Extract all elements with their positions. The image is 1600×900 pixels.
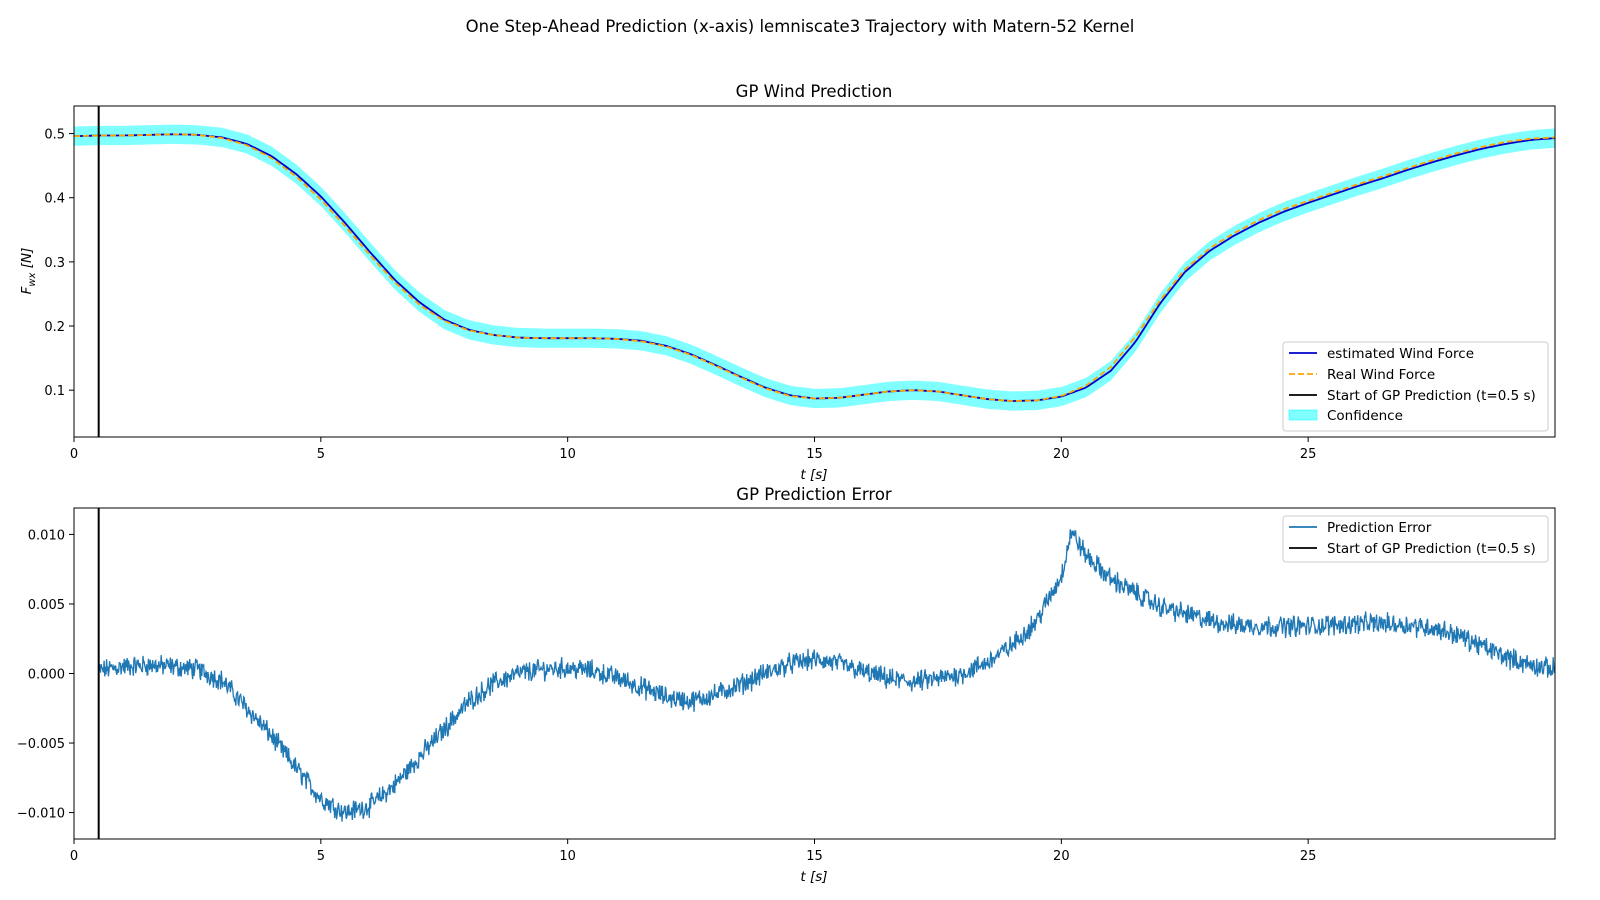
prediction-error-xtick-label: 20	[1053, 849, 1070, 864]
wind-prediction-xtick-label: 15	[806, 447, 823, 462]
wind-prediction-xtick-label: 10	[559, 447, 576, 462]
prediction-error-xtick-label: 0	[70, 849, 78, 864]
wind-prediction-xlabel: t [s]	[800, 467, 827, 483]
wind-prediction-xtick-label: 0	[70, 447, 78, 462]
legend-box	[1282, 515, 1549, 563]
prediction-error-line	[98, 529, 1555, 822]
wind-prediction-ytick-label: 0.4	[44, 192, 65, 207]
prediction-error-ticks: 0 5 10 15 20 25 −0.010 −0.005 0.000 0.005 0.010	[17, 528, 1317, 864]
wind-prediction-ytick-label: 0.2	[44, 320, 65, 335]
wind-prediction-axes: GP Wind Prediction 0 5 10 15 20 25 0.1 0.2 0.3 0.…	[19, 82, 1556, 483]
wind-prediction-plot-area	[74, 106, 1555, 437]
wind-prediction-title: GP Wind Prediction	[736, 82, 893, 101]
prediction-error-plot-area	[97, 508, 1555, 839]
prediction-error-xtick-label: 15	[806, 849, 823, 864]
wind-prediction-ytick-label: 0.3	[44, 256, 65, 271]
legend-swatch-confidence	[1288, 409, 1318, 421]
legend-label-estimated: estimated Wind Force	[1327, 346, 1474, 362]
prediction-error-ytick-label: 0.010	[28, 528, 65, 543]
wind-prediction-ylabel-main: F	[19, 286, 35, 294]
wind-prediction-xtick-label: 5	[317, 447, 325, 462]
legend-label-confidence: Confidence	[1327, 408, 1403, 424]
prediction-error-xlabel: t [s]	[800, 869, 827, 885]
wind-prediction-ylabel-sub: wx	[27, 272, 38, 286]
prediction-error-ytick-label: −0.005	[17, 737, 65, 752]
prediction-error-ytick-label: −0.010	[17, 807, 65, 822]
prediction-error-xtick-label: 5	[317, 849, 325, 864]
wind-prediction-ylabel: Fwx [N]	[19, 248, 38, 295]
wind-prediction-xtick-label: 25	[1300, 447, 1317, 462]
wind-prediction-ytick-label: 0.1	[44, 384, 65, 399]
legend-label-error: Prediction Error	[1327, 520, 1432, 536]
prediction-error-xtick-label: 25	[1300, 849, 1317, 864]
prediction-error-axes: GP Prediction Error 0 5 10 15 20 25 −0.010 −0.0…	[17, 485, 1556, 885]
prediction-error-ytick-label: 0.000	[28, 668, 65, 683]
legend-label-start: Start of GP Prediction (t=0.5 s)	[1327, 388, 1536, 404]
legend-label-real: Real Wind Force	[1327, 367, 1435, 383]
wind-prediction-xtick-label: 20	[1053, 447, 1070, 462]
wind-prediction-ytick-label: 0.5	[44, 128, 65, 143]
prediction-error-ytick-label: 0.005	[28, 598, 65, 613]
prediction-error-xtick-label: 10	[559, 849, 576, 864]
prediction-error-legend: Prediction Error Start of GP Prediction …	[1282, 515, 1549, 563]
prediction-error-title: GP Prediction Error	[736, 485, 892, 504]
legend-label-start: Start of GP Prediction (t=0.5 s)	[1327, 541, 1536, 557]
figure-suptitle: One Step-Ahead Prediction (x-axis) lemni…	[466, 17, 1135, 36]
wind-prediction-ticks: 0 5 10 15 20 25 0.1 0.2 0.3 0.4 0.5	[44, 128, 1316, 462]
wind-prediction-legend: estimated Wind Force Real Wind Force Sta…	[1282, 341, 1549, 432]
legend-box	[1282, 341, 1549, 432]
wind-prediction-ylabel-unit: [N]	[19, 248, 35, 269]
real-wind-force-line	[74, 133, 1555, 402]
